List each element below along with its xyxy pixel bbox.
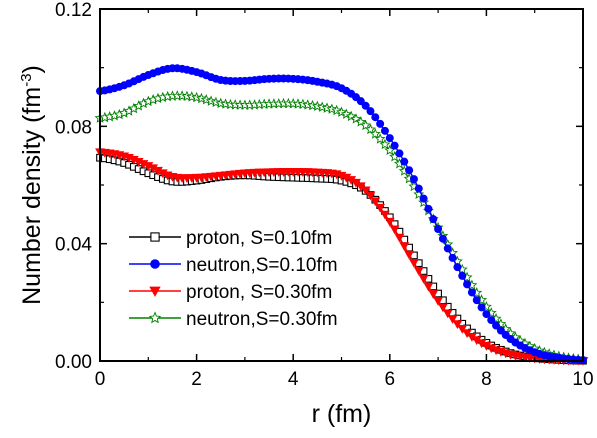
x-tick-label: 0 [95,369,106,390]
tick-layer: 0 2 4 6 8 10 0.00 0.04 0.08 0.12 [55,0,594,390]
x-tick-label: 6 [385,369,396,390]
data-point [186,91,198,102]
data-point [380,126,389,135]
x-axis-title: r (fm) [312,400,372,428]
data-point [477,303,486,312]
data-point [405,166,414,175]
data-point [376,119,385,128]
data-point [356,97,365,106]
y-axis-title-close: ) [18,65,46,73]
data-point [395,149,404,158]
y-axis-title: Number density (fm-3) [18,65,46,305]
data-point [404,250,414,260]
data-point [442,309,453,319]
data-point [384,217,395,227]
data-point [482,310,491,319]
data-point [360,186,371,196]
data-point [215,97,227,109]
data-point [371,113,380,122]
x-tick-label: 4 [288,369,299,390]
data-point [389,225,400,235]
data-point [467,288,476,297]
data-point [385,134,394,143]
legend-label: neutron,S=0.10fm [186,255,338,276]
legend-label: neutron,S=0.30fm [186,309,338,330]
data-point [496,326,505,335]
data-point [463,280,472,289]
data-point [457,324,468,334]
data-point [487,316,496,325]
legend-item: proton, S=0.10fm [129,228,332,249]
legend-label: proton, S=0.30fm [186,282,332,303]
legend-marker [150,259,160,269]
data-point [448,253,457,262]
x-tick-label: 2 [191,369,202,390]
data-point [447,315,458,324]
data-point [453,263,462,272]
legend-marker [150,232,160,242]
y-tick-label: 0.04 [55,235,92,256]
data-point [443,244,452,253]
data-point [409,258,419,268]
x-tick-label: 8 [481,369,492,390]
legend-marker [149,286,161,297]
y-tick-label: 0.08 [55,117,92,138]
data-point [400,157,409,166]
legend-marker [148,311,162,324]
data-point [369,128,381,139]
data-point [438,303,448,313]
series-2 [95,148,588,366]
data-point [390,141,399,150]
legend-label: proton, S=0.10fm [186,228,332,249]
series-1 [96,64,588,365]
data-point [394,233,405,243]
data-point [423,282,434,292]
data-point [379,138,391,150]
data-point [366,107,375,116]
series-3 [94,90,589,365]
x-tick-label: 10 [572,369,593,390]
data-point [364,123,376,135]
data-point [370,197,381,207]
data-point [374,133,386,144]
legend-item: proton, S=0.30fm [129,282,332,303]
y-axis-title-main: Number density (fm [18,87,46,305]
series-line [99,95,584,361]
data-point [424,204,433,213]
data-point [433,297,443,306]
data-point [307,99,319,111]
data-point [492,321,501,330]
data-point [413,266,424,276]
legend-item: neutron,S=0.30fm [129,309,338,330]
data-point [399,242,410,252]
data-point [418,274,429,284]
data-point [360,119,372,131]
data-point [428,290,439,299]
data-point [302,99,314,110]
data-point [429,215,438,224]
y-tick-label: 0.00 [55,352,92,373]
data-point [434,224,443,233]
data-point [365,191,376,201]
data-point [380,210,390,220]
series-layer [94,64,589,366]
data-point [409,175,418,184]
y-axis-title-superscript: -3 [18,73,35,86]
y-tick-label: 0.12 [55,0,92,21]
data-point [419,194,428,203]
data-point [438,234,447,243]
data-point [472,296,481,305]
legend: proton, S=0.10fm neutron,S=0.10fm proton, … [129,228,338,330]
legend-item: neutron,S=0.10fm [129,255,338,276]
data-point [361,101,370,110]
data-point [452,320,463,330]
data-point [375,203,386,213]
data-point [355,182,366,192]
data-point [414,184,423,193]
data-point [458,271,467,280]
